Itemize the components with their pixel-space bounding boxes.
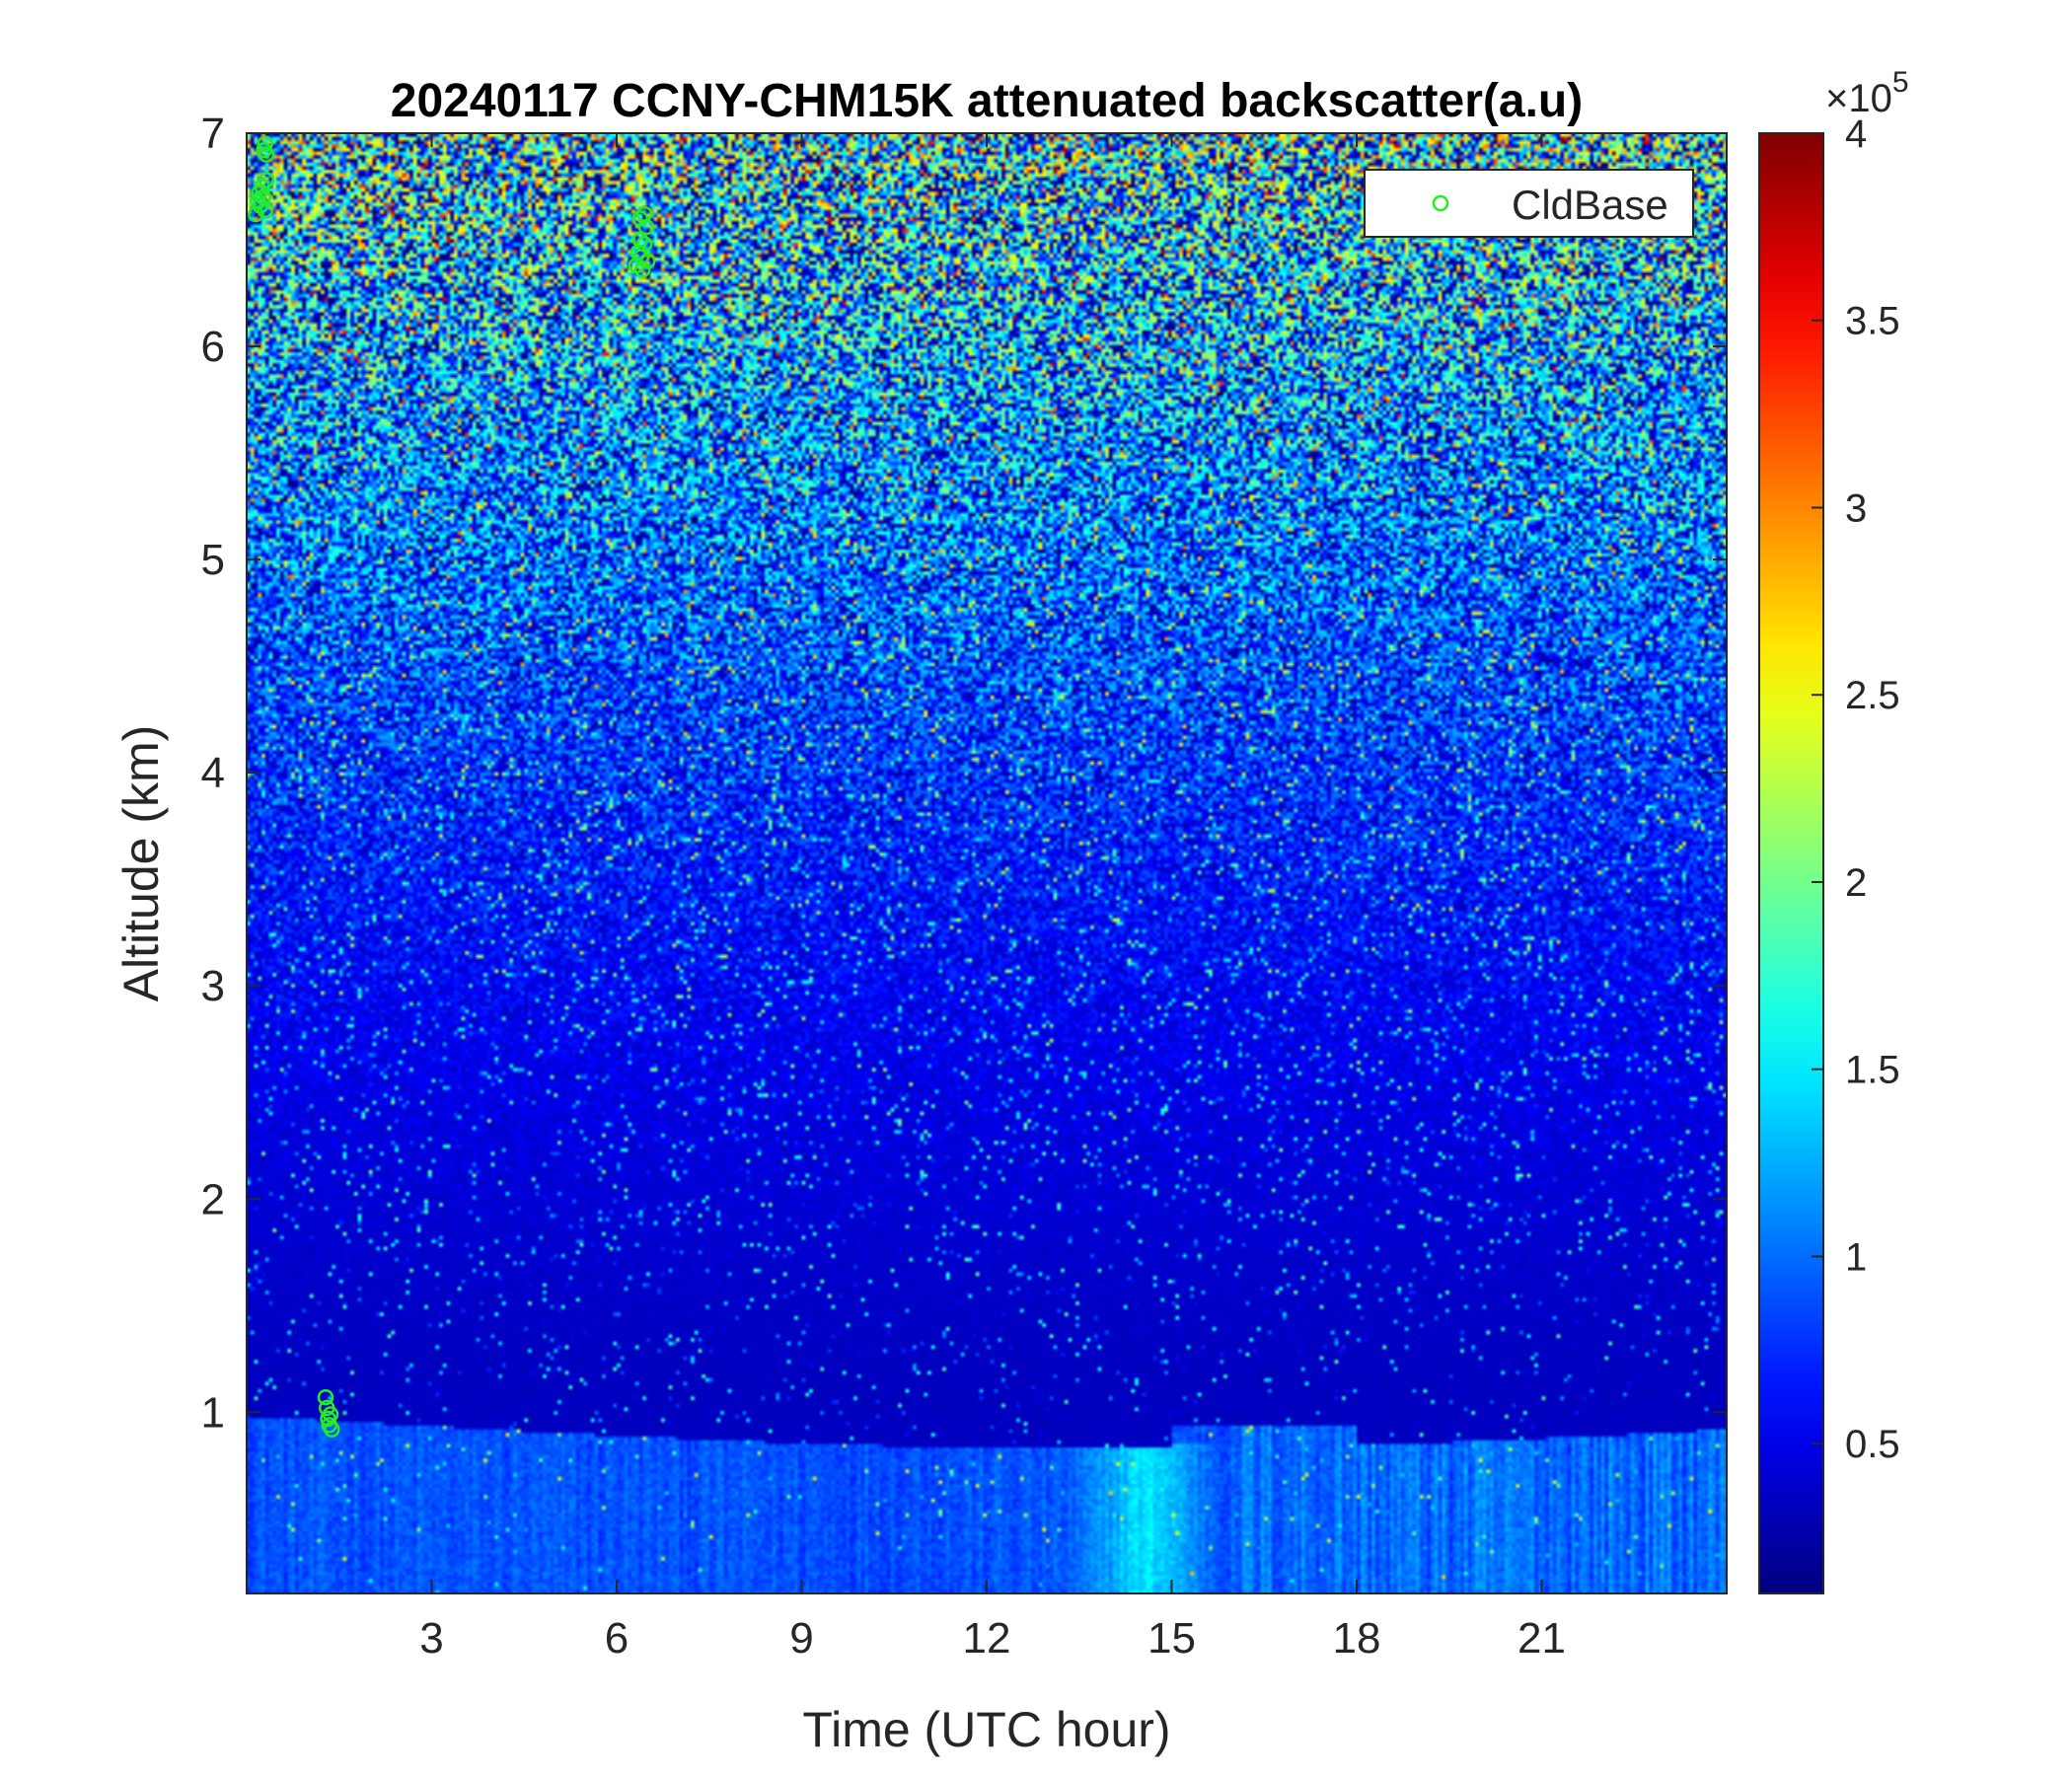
colorbar-tick-label: 4	[1845, 112, 1867, 156]
legend-box	[1364, 169, 1694, 238]
colorbar-tick-label: 0.5	[1845, 1423, 1900, 1466]
colorbar-tick-label: 1	[1845, 1235, 1867, 1279]
colorbar-tick-label: 2	[1845, 861, 1867, 905]
colorbar-tick-label: 2.5	[1845, 674, 1900, 717]
legend: CldBase	[1364, 169, 1694, 238]
cldbase-point	[257, 201, 273, 219]
y-tick-label: 5	[201, 536, 225, 584]
cldbase-point	[639, 253, 656, 269]
colorbar-gradient	[1759, 133, 1823, 1593]
x-tick-label: 6	[605, 1614, 629, 1663]
y-tick-label: 4	[201, 749, 225, 797]
colorbar-multiplier-exponent: 5	[1892, 66, 1909, 99]
y-tick-label: 6	[201, 323, 225, 371]
cldbase-point	[258, 172, 275, 188]
cldbase-point	[252, 197, 268, 214]
cldbase-point	[634, 261, 651, 278]
x-tick-label: 15	[1147, 1614, 1196, 1663]
x-tick-label: 18	[1333, 1614, 1381, 1663]
cldbase-point	[635, 236, 653, 253]
cldbase-point	[631, 210, 648, 227]
cldbase-point	[324, 1421, 340, 1438]
backscatter-heatmap	[247, 133, 1727, 1593]
x-axis-label: Time (UTC hour)	[802, 1702, 1170, 1757]
y-tick-label: 3	[201, 962, 225, 1010]
colorbar-frame	[1758, 132, 1824, 1594]
colorbar-tick-label: 1.5	[1845, 1049, 1900, 1092]
cldbase-point	[258, 146, 275, 163]
plot-area	[246, 132, 1728, 1594]
colorbar-ticks: 0.5 1 1.5 2 2.5 3 3.5 4	[1812, 112, 1900, 1466]
colorbar: 0.5 1 1.5 2 2.5 3 3.5 4 ×105	[1758, 66, 1909, 1594]
cldbase-point	[257, 135, 273, 153]
y-tick-label: 7	[201, 110, 225, 158]
colorbar-tick-label: 3	[1845, 486, 1867, 530]
x-tick-label: 3	[419, 1614, 443, 1663]
y-axis-label: Altitude (km)	[113, 725, 169, 1002]
legend-marker-cldbase	[1432, 194, 1449, 212]
cldbase-point	[631, 231, 648, 249]
legend-label-cldbase: CldBase	[1512, 182, 1668, 228]
x-tick-label: 12	[963, 1614, 1011, 1663]
y-tick-label: 2	[201, 1175, 225, 1223]
cldbase-point	[635, 205, 653, 223]
cldbase-point	[317, 1388, 334, 1406]
y-tick-label: 1	[201, 1388, 225, 1437]
colorbar-tick-label: 3.5	[1845, 300, 1900, 343]
x-tick-label: 21	[1517, 1614, 1566, 1663]
y-axis-ticks: 1 2 3 4 5 6 7	[201, 110, 1727, 1437]
colorbar-multiplier-base: ×10	[1825, 77, 1892, 120]
x-axis-ticks: 3 6 9 12 15 18 21	[419, 133, 1566, 1663]
backscatter-raster	[247, 133, 1727, 1593]
x-tick-label: 9	[789, 1614, 813, 1663]
cldbase-markers	[248, 135, 656, 1438]
colorbar-multiplier: ×105	[1825, 66, 1909, 120]
chart-title: 20240117 CCNY-CHM15K attenuated backscat…	[391, 75, 1583, 127]
